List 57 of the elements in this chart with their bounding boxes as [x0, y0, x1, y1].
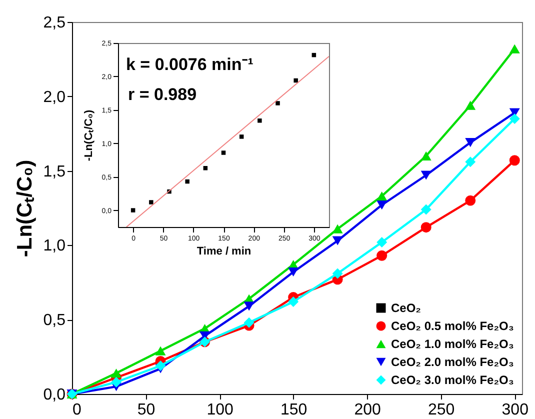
point — [376, 200, 388, 210]
point — [294, 78, 298, 83]
x-tick-label: 50 — [137, 402, 156, 418]
point — [420, 170, 432, 180]
point — [420, 151, 432, 160]
legend-label: CeO₂ 1.0 mol% Fe₂O₃ — [391, 337, 514, 351]
y-tick-label: 1,5 — [43, 163, 66, 180]
legend-label: CeO₂ 3.0 mol% Fe₂O₃ — [391, 373, 514, 387]
point — [149, 200, 154, 204]
point — [155, 360, 166, 371]
x-tick-label: 200 — [354, 402, 382, 418]
point — [276, 101, 280, 106]
point — [130, 208, 136, 212]
x-tick-label: 250 — [428, 402, 455, 418]
y-tick-label: 0,5 — [43, 312, 66, 330]
point — [221, 150, 226, 155]
point — [332, 268, 343, 279]
point — [155, 346, 166, 356]
point — [111, 368, 122, 378]
y-tick-label: 1,0 — [43, 238, 66, 255]
annotation: k = 0.0076 min⁻¹ — [126, 55, 254, 74]
y-tick-label: 2,0 — [43, 88, 66, 106]
point — [509, 44, 520, 54]
point — [258, 118, 262, 123]
y-axis-title: -Ln(Cₜ/C₀) — [82, 110, 95, 162]
x-tick-label: 0 — [72, 402, 82, 418]
point — [332, 224, 343, 234]
point — [465, 100, 476, 110]
point — [111, 376, 122, 388]
y-tick-label: 0,0 — [43, 386, 66, 404]
point — [376, 236, 388, 248]
point — [509, 155, 520, 166]
annotation: r = 0.989 — [128, 85, 197, 104]
point — [509, 113, 520, 124]
legend-label: CeO₂ — [391, 301, 422, 315]
point — [376, 250, 388, 261]
point — [288, 267, 299, 277]
point — [465, 138, 476, 148]
point — [244, 317, 254, 328]
x-tick-label: 150 — [280, 402, 308, 418]
point — [332, 236, 343, 246]
point — [244, 302, 254, 311]
legend-label: CeO₂ 2.0 mol% Fe₂O₃ — [391, 355, 514, 369]
point — [239, 134, 244, 139]
point — [465, 195, 476, 206]
point — [376, 192, 388, 201]
y-tick-label: 2,5 — [43, 14, 66, 32]
x-tick-label: 300 — [502, 402, 529, 418]
point — [420, 204, 432, 215]
y-axis-title: -Ln(Cₜ/C₀) — [13, 160, 36, 258]
point — [420, 222, 432, 233]
point — [185, 179, 190, 184]
point — [465, 156, 476, 168]
point — [288, 296, 299, 307]
x-axis-title: Time / min — [196, 246, 252, 258]
legend-label: CeO₂ 0.5 mol% Fe₂O₃ — [391, 319, 514, 333]
x-tick-label: 100 — [206, 402, 234, 418]
